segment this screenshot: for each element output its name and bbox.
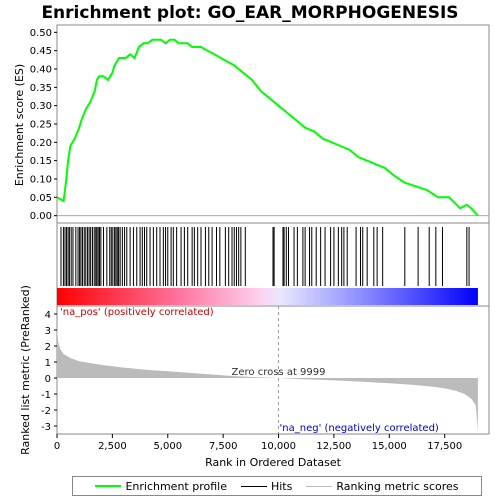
metric-tick-label: 1 bbox=[45, 358, 51, 369]
x-tick-label: 12,500 bbox=[316, 441, 351, 452]
legend-item-hits: Hits bbox=[240, 479, 293, 493]
ranking-metric-area bbox=[57, 325, 478, 431]
hit-marks bbox=[60, 227, 470, 286]
x-tick-label: 2,500 bbox=[98, 441, 127, 452]
metric-ticks: 4 3 2 1 0 -1 -2 -3 bbox=[41, 310, 57, 433]
es-tick-label: 0.50 bbox=[30, 28, 52, 39]
x-tick-label: 5,000 bbox=[153, 441, 182, 452]
legend-item-metric: Ranking metric scores bbox=[306, 479, 459, 493]
legend: Enrichment profile Hits Ranking metric s… bbox=[72, 476, 482, 496]
legend-item-profile: Enrichment profile bbox=[95, 480, 227, 493]
metric-tick-label: -1 bbox=[41, 390, 51, 401]
es-tick-label: 0.40 bbox=[30, 65, 52, 76]
x-tick-label: 15,000 bbox=[372, 441, 407, 452]
metric-tick-label: 4 bbox=[45, 310, 51, 321]
x-axis-label: Rank in Ordered Dataset bbox=[205, 456, 342, 469]
metric-tick-label: -2 bbox=[41, 406, 51, 417]
legend-swatch-hits bbox=[240, 485, 267, 487]
es-tick-label: 0.25 bbox=[30, 120, 52, 131]
enrichment-profile-line bbox=[56, 38, 479, 217]
es-tick-label: 0.30 bbox=[30, 101, 52, 112]
positive-correlation-label: 'na_pos' (positively correlated) bbox=[60, 307, 214, 318]
x-axis-ticks: 0 2,500 5,000 7,500 10,000 12,500 15,000 17,500 bbox=[54, 434, 462, 452]
es-tick-label: 0.20 bbox=[30, 138, 52, 149]
x-tick-label: 17,500 bbox=[427, 441, 462, 452]
es-tick-label: 0.10 bbox=[30, 175, 52, 186]
legend-label-hits: Hits bbox=[270, 479, 293, 493]
metric-tick-label: 2 bbox=[45, 342, 51, 353]
x-tick-label: 10,000 bbox=[261, 441, 296, 452]
metric-tick-label: -3 bbox=[41, 422, 51, 433]
metric-tick-label: 3 bbox=[45, 326, 51, 337]
es-ticks: 0.00 0.05 0.10 0.15 0.20 0.25 0.30 0.35 0.40 0.45… bbox=[30, 28, 57, 222]
legend-label-profile: Enrichment profile bbox=[125, 479, 227, 493]
chart-title: Enrichment plot: GO_EAR_MORPHOGENESIS bbox=[41, 3, 458, 23]
metric-tick-label: 0 bbox=[45, 374, 51, 385]
es-panel bbox=[56, 24, 490, 224]
x-tick-label: 7,500 bbox=[209, 441, 238, 452]
es-tick-label: 0.15 bbox=[30, 156, 52, 167]
es-axis-label: Enrichment score (ES) bbox=[13, 64, 26, 186]
es-tick-label: 0.45 bbox=[30, 46, 52, 57]
es-tick-label: 0.35 bbox=[30, 83, 52, 94]
legend-swatch-profile bbox=[95, 485, 122, 487]
legend-swatch-metric bbox=[306, 485, 333, 487]
metric-axis-label: Ranked list metric (PreRanked) bbox=[19, 285, 32, 455]
legend-label-metric: Ranking metric scores bbox=[336, 479, 459, 493]
es-tick-label: 0.05 bbox=[30, 193, 52, 204]
zero-cross-label: Zero cross at 9999 bbox=[232, 367, 326, 378]
x-tick-label: 0 bbox=[54, 441, 60, 452]
es-tick-label: 0.00 bbox=[30, 211, 52, 222]
negative-correlation-label: 'na_neg' (negatively correlated) bbox=[280, 423, 439, 434]
ranking-color-bar bbox=[57, 288, 478, 305]
